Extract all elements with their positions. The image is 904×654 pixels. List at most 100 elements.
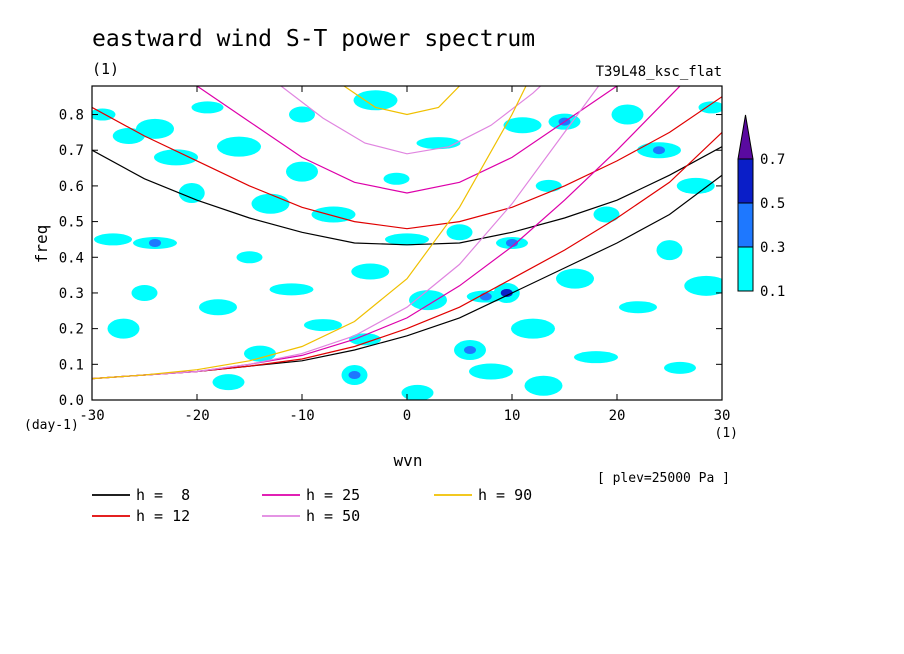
legend-label-2: h = 25 (306, 486, 360, 504)
curve-legend: h = 8 h = 12 h = 25 h = 50 h = 90 (92, 486, 532, 525)
colorbar: 0.1 0.3 0.5 0.7 (737, 114, 785, 300)
y-tick-label-0: 0.0 (59, 393, 84, 409)
run-label: T39L48_ksc_flat (596, 64, 722, 80)
curve-2-0 (196, 86, 619, 194)
y-tick-label-3: 0.3 (59, 286, 84, 302)
curve-1-1 (92, 131, 722, 380)
contour-region-40 (593, 206, 620, 223)
contour-region-39 (574, 351, 618, 364)
contour-region-41 (611, 104, 644, 125)
chart-unit-label: (1) (92, 60, 119, 78)
colorbar-label-0: 0.1 (760, 284, 785, 300)
contour-regions (92, 90, 722, 400)
y-tick-label-6: 0.6 (59, 179, 84, 195)
x-axis-label: wvn (394, 451, 423, 470)
x-unit-label: (1) (715, 426, 738, 441)
x-tick-label-1: -20 (184, 408, 209, 424)
contour-region-21 (349, 333, 381, 346)
x-tick-label-3: 0 (403, 408, 411, 424)
colorbar-segment-2 (737, 158, 754, 204)
contour-region-16 (289, 106, 315, 123)
contour-region-31 (469, 363, 513, 380)
contour-region-17 (286, 161, 318, 182)
contour-core-30 (479, 292, 492, 301)
contour-region-8 (178, 183, 205, 204)
colorbar-arrow (737, 114, 754, 160)
contour-region-28 (446, 224, 473, 241)
y-tick-label-7: 0.7 (59, 143, 84, 159)
contour-region-44 (656, 240, 683, 261)
legend-label-0: h = 8 (136, 486, 190, 504)
y-axis-label: freq (32, 225, 51, 264)
contour-region-12 (236, 251, 263, 264)
legend-label-1: h = 12 (136, 507, 190, 525)
contour-core-43 (653, 146, 665, 155)
y-unit-label: (day-1) (24, 418, 79, 433)
contour-core-20 (348, 371, 361, 380)
curve-0-0 (92, 146, 722, 246)
contour-region-14 (251, 193, 290, 214)
contour-region-38 (556, 268, 594, 289)
x-tick-label-5: 20 (609, 408, 626, 424)
contour-region-47 (684, 275, 722, 296)
contour-core-32 (500, 288, 513, 297)
x-tick-label-6: 30 (714, 408, 731, 424)
y-tick-label-2: 0.2 (59, 322, 84, 338)
y-tick-label-4: 0.4 (59, 250, 84, 266)
contour-region-48 (698, 101, 722, 114)
curve-0-1 (92, 174, 722, 380)
contour-region-13 (244, 345, 276, 362)
colorbar-segment-0 (737, 246, 754, 292)
dispersion-curves (92, 86, 722, 380)
contour-region-49 (212, 374, 245, 391)
contour-region-51 (385, 233, 429, 246)
chart-title: eastward wind S-T power spectrum (92, 26, 535, 52)
contour-region-25 (401, 384, 434, 400)
curve-3-1 (92, 86, 600, 380)
curve-3-0 (280, 86, 542, 155)
contour-region-7 (154, 149, 198, 166)
contour-region-5 (107, 318, 140, 339)
contour-region-18 (304, 319, 342, 332)
level-label: [ plev=25000 Pa ] (597, 471, 730, 486)
contour-region-6 (94, 233, 132, 246)
contour-region-50 (524, 375, 563, 396)
contour-region-35 (511, 318, 555, 339)
x-tick-label-2: -10 (289, 408, 314, 424)
contour-core-33 (506, 239, 518, 247)
contour-region-10 (199, 299, 237, 316)
colorbar-label-2: 0.5 (760, 196, 785, 212)
contour-region-9 (191, 101, 224, 114)
y-tick-label-8: 0.8 (59, 108, 84, 124)
contour-region-22 (351, 263, 390, 280)
colorbar-label-3: 0.7 (760, 152, 785, 168)
contour-region-24 (383, 172, 410, 185)
curve-4-1 (92, 86, 527, 380)
contour-region-45 (664, 361, 696, 374)
y-tick-label-1: 0.1 (59, 357, 84, 373)
contour-region-46 (676, 177, 715, 194)
contour-region-36 (535, 179, 562, 192)
x-tick-label-4: 10 (504, 408, 521, 424)
axis-ticks: -30 -20 -10 0 10 20 30 0.0 0.1 0.2 0.3 0.4 0.5 0.6 0.7… (59, 86, 731, 424)
colorbar-segment-1 (737, 202, 754, 248)
contour-region-34 (503, 117, 542, 134)
colorbar-label-1: 0.3 (760, 240, 785, 256)
legend-label-4: h = 90 (478, 486, 532, 504)
contour-region-27 (416, 137, 461, 150)
contour-region-23 (353, 90, 398, 111)
contour-region-2 (136, 118, 174, 139)
contour-region-15 (269, 283, 314, 296)
contour-region-26 (409, 290, 447, 311)
contour-region-42 (619, 301, 657, 314)
x-tick-label-0: -30 (79, 408, 104, 424)
y-tick-label-5: 0.5 (59, 215, 84, 231)
contour-core-29 (464, 346, 476, 355)
legend-label-3: h = 50 (306, 507, 360, 525)
contour-core-3 (149, 239, 161, 247)
curve-4-0 (343, 86, 460, 116)
contour-region-4 (131, 284, 158, 301)
curve-1-0 (92, 96, 722, 230)
contour-region-11 (217, 136, 261, 157)
